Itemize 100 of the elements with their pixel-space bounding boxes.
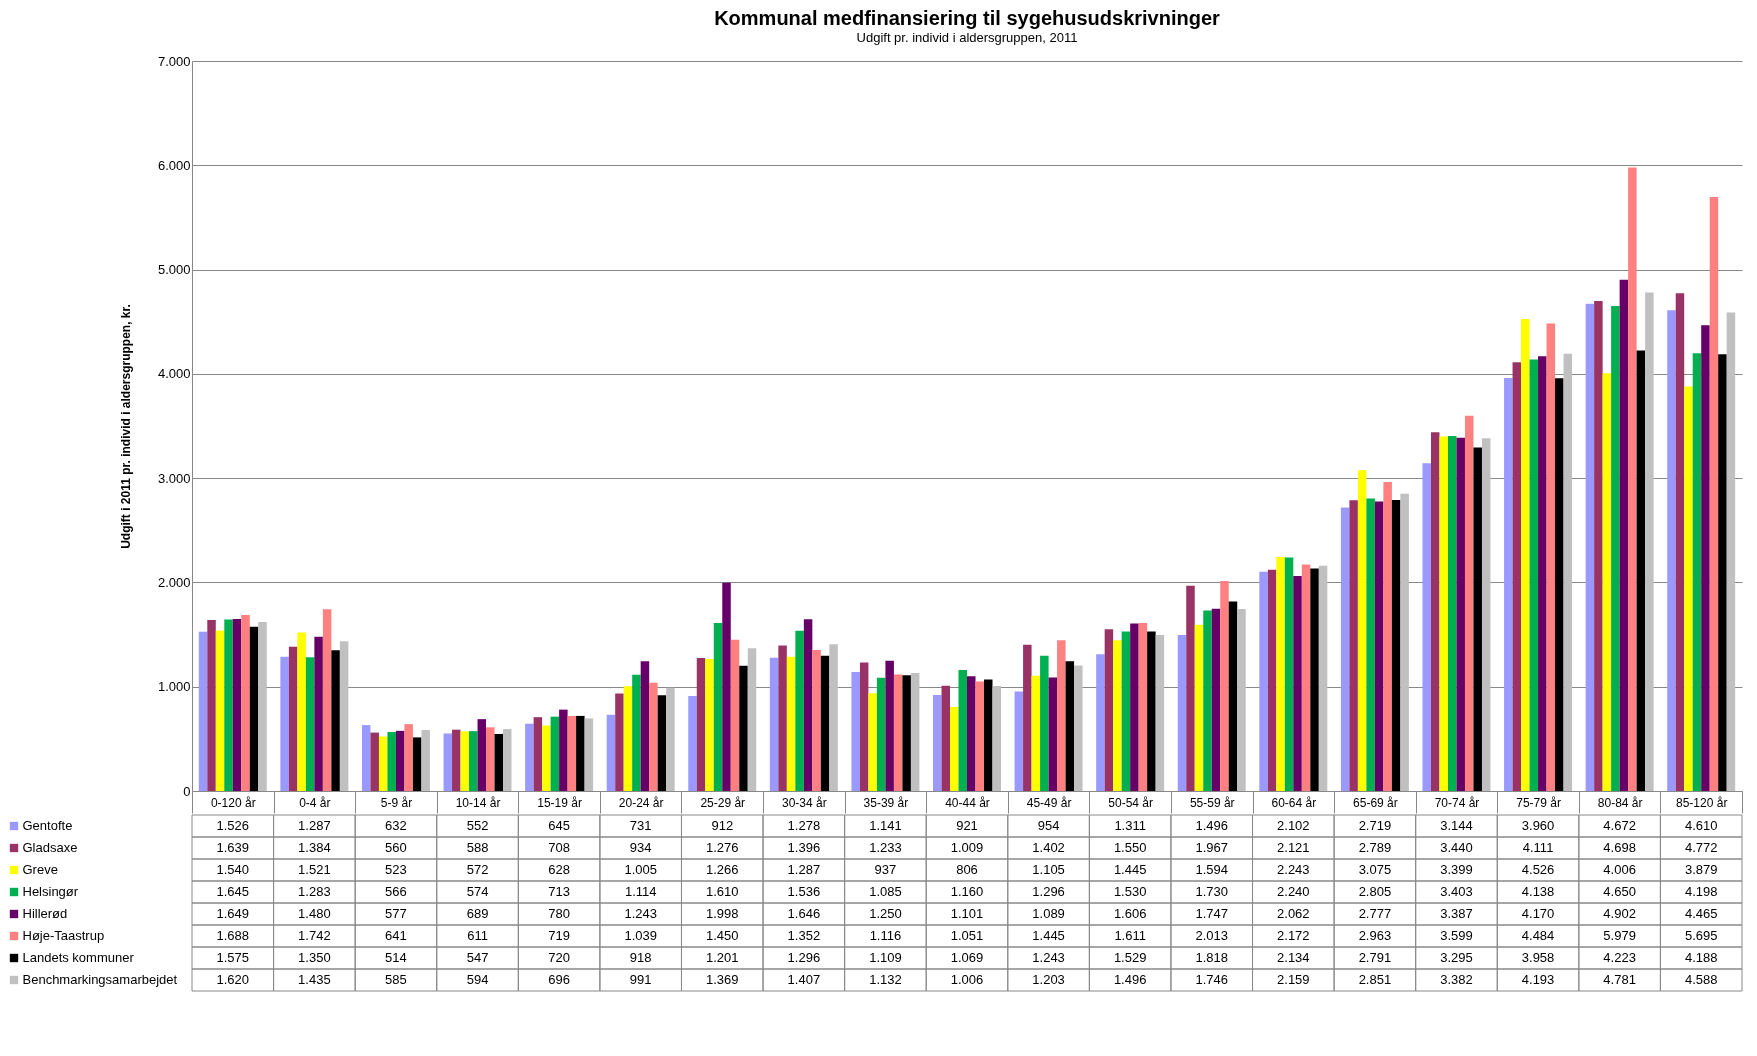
bar	[696, 657, 706, 791]
bar	[820, 655, 830, 791]
data-label: 1.575	[216, 950, 250, 965]
bar	[1464, 415, 1474, 791]
bar	[361, 725, 371, 791]
bar	[1701, 325, 1710, 791]
data-label: 4.772	[1684, 840, 1718, 855]
data-label: 1.243	[1032, 950, 1065, 965]
bar	[241, 614, 250, 791]
bar	[1014, 691, 1024, 791]
legend-label: Hillerød	[22, 906, 68, 921]
bar	[1675, 293, 1685, 791]
bar	[1529, 359, 1539, 791]
bar	[1585, 303, 1595, 791]
bar	[1718, 354, 1727, 791]
data-label: 523	[385, 862, 407, 877]
data-label: 4.588	[1684, 972, 1718, 987]
data-label: 780	[548, 906, 570, 921]
bar	[885, 660, 894, 791]
data-label: 2.134	[1277, 950, 1310, 965]
data-label: 1.480	[298, 906, 331, 921]
bar	[331, 650, 340, 791]
bar	[1155, 634, 1165, 791]
data-label: 1.116	[869, 928, 902, 943]
bar	[1504, 378, 1513, 791]
data-label: 1.818	[1195, 950, 1229, 965]
data-label: 1.606	[1113, 906, 1147, 921]
bar	[941, 685, 950, 791]
bar	[649, 682, 658, 791]
data-label: 5.695	[1684, 928, 1718, 943]
bar	[1147, 631, 1156, 791]
bar	[477, 719, 487, 791]
data-label: 594	[466, 972, 489, 987]
data-label: 4.698	[1603, 840, 1636, 855]
bar	[1203, 610, 1212, 791]
bar	[460, 731, 470, 791]
bar	[215, 630, 225, 791]
data-label: 1.742	[298, 928, 331, 943]
bar	[224, 619, 233, 791]
legend-label: Høje-Taastrup	[22, 928, 105, 943]
bar	[1121, 631, 1131, 791]
x-tick-label: 60-64 år	[1271, 795, 1317, 810]
data-label: 2.172	[1277, 928, 1310, 943]
data-label: 1.266	[705, 862, 739, 877]
data-label: 2.102	[1277, 818, 1310, 833]
data-label: 585	[385, 972, 407, 987]
bar	[769, 657, 779, 791]
data-label: 719	[548, 928, 570, 943]
bar	[1473, 447, 1482, 791]
data-label: 1.283	[298, 884, 331, 899]
data-label: 4.138	[1521, 884, 1555, 899]
data-label: 806	[956, 862, 978, 877]
bar	[494, 733, 504, 791]
bar	[1667, 310, 1676, 791]
data-label: 611	[467, 928, 488, 943]
bar	[503, 729, 512, 791]
data-label: 2.013	[1195, 928, 1229, 943]
data-label: 2.121	[1277, 840, 1310, 855]
data-label: 572	[466, 862, 489, 877]
data-label: 4.610	[1684, 818, 1718, 833]
bar	[893, 674, 903, 791]
data-label: 4.223	[1603, 950, 1636, 965]
bar	[1138, 623, 1148, 791]
data-label: 4.650	[1603, 884, 1636, 899]
bar	[950, 706, 959, 791]
bar	[1318, 565, 1328, 791]
bar	[615, 693, 624, 791]
data-label: 1.645	[216, 884, 250, 899]
bar	[1374, 501, 1384, 791]
bar	[1177, 634, 1187, 791]
data-label: 1.620	[216, 972, 250, 987]
bar	[1619, 279, 1629, 791]
data-label: 1.496	[1195, 818, 1229, 833]
bar	[404, 724, 413, 791]
data-label: 1.445	[1032, 928, 1065, 943]
bar	[297, 632, 306, 791]
data-label: 645	[548, 818, 570, 833]
bar	[1276, 557, 1285, 791]
bar	[1065, 661, 1075, 791]
data-label: 934	[629, 840, 652, 855]
bar	[632, 674, 641, 791]
data-label: 1.296	[787, 950, 821, 965]
bar	[778, 645, 787, 791]
x-tick-label: 35-39 år	[863, 795, 909, 810]
data-label: 1.967	[1195, 840, 1229, 855]
x-tick-label: 70-74 år	[1434, 795, 1480, 810]
bar	[1555, 378, 1564, 791]
data-label: 921	[956, 818, 978, 833]
bar	[486, 727, 495, 791]
data-label: 514	[385, 950, 407, 965]
data-label: 1.550	[1113, 840, 1147, 855]
bar	[378, 736, 388, 791]
bar	[958, 670, 967, 791]
data-label: 2.805	[1358, 884, 1392, 899]
bar	[207, 620, 216, 791]
data-label: 3.382	[1440, 972, 1473, 987]
bar	[1726, 312, 1736, 791]
data-label: 632	[385, 818, 407, 833]
bar	[851, 672, 860, 791]
bar	[533, 717, 543, 791]
